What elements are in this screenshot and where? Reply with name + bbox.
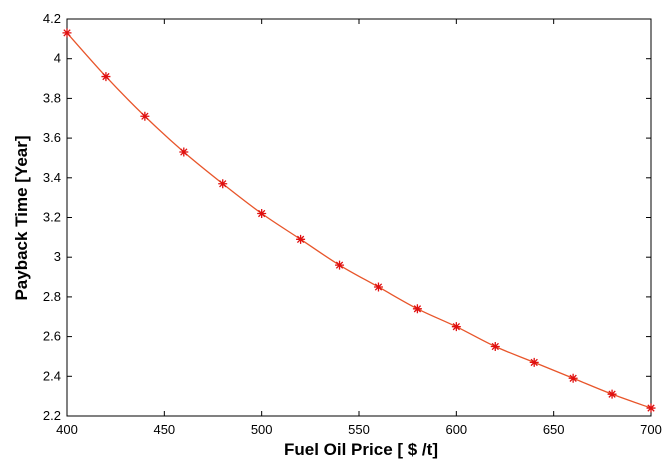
- data-point: [140, 111, 150, 121]
- data-point: [296, 234, 306, 244]
- plot-area: 400 450 500 550 600 650 700 2.2 2.4 2.6 2.8 3 3.2 3.4…: [43, 11, 662, 437]
- x-tick-label: 700: [640, 422, 662, 437]
- series-line: [66, 32, 652, 409]
- data-point: [62, 28, 72, 38]
- y-axis-title: Payback Time [Year]: [12, 135, 31, 300]
- data-point: [373, 282, 383, 292]
- x-tick-label: 600: [445, 422, 467, 437]
- x-axis-title: Fuel Oil Price [ $ /t]: [284, 440, 438, 459]
- y-tick-label: 2.2: [43, 408, 61, 423]
- data-point: [179, 147, 189, 157]
- data-point: [451, 322, 461, 332]
- data-point: [335, 260, 345, 270]
- data-point: [646, 403, 656, 413]
- y-tick-label: 3.8: [43, 90, 61, 105]
- data-point: [490, 342, 500, 352]
- y-tick-label: 4.2: [43, 11, 61, 26]
- y-tick-label: 2.4: [43, 368, 61, 383]
- y-tick-label: 2.6: [43, 329, 61, 344]
- data-point: [218, 179, 228, 189]
- x-tick-label: 450: [153, 422, 175, 437]
- data-point: [412, 304, 422, 314]
- y-tick-label: 4: [54, 51, 61, 66]
- data-point: [607, 389, 617, 399]
- y-tick-label: 3.6: [43, 130, 61, 145]
- x-tick-label: 550: [348, 422, 370, 437]
- y-tick-label: 3.2: [43, 210, 61, 225]
- plot-frame: [66, 18, 652, 417]
- data-point: [529, 357, 539, 367]
- data-point: [101, 72, 111, 82]
- y-tick-label: 2.8: [43, 289, 61, 304]
- y-tick-label: 3: [54, 249, 61, 264]
- y-tick-label: 3.4: [43, 170, 61, 185]
- x-tick-label: 650: [543, 422, 565, 437]
- x-tick-label: 400: [56, 422, 78, 437]
- x-tick-label: 500: [251, 422, 273, 437]
- data-point: [257, 209, 267, 219]
- data-point: [568, 373, 578, 383]
